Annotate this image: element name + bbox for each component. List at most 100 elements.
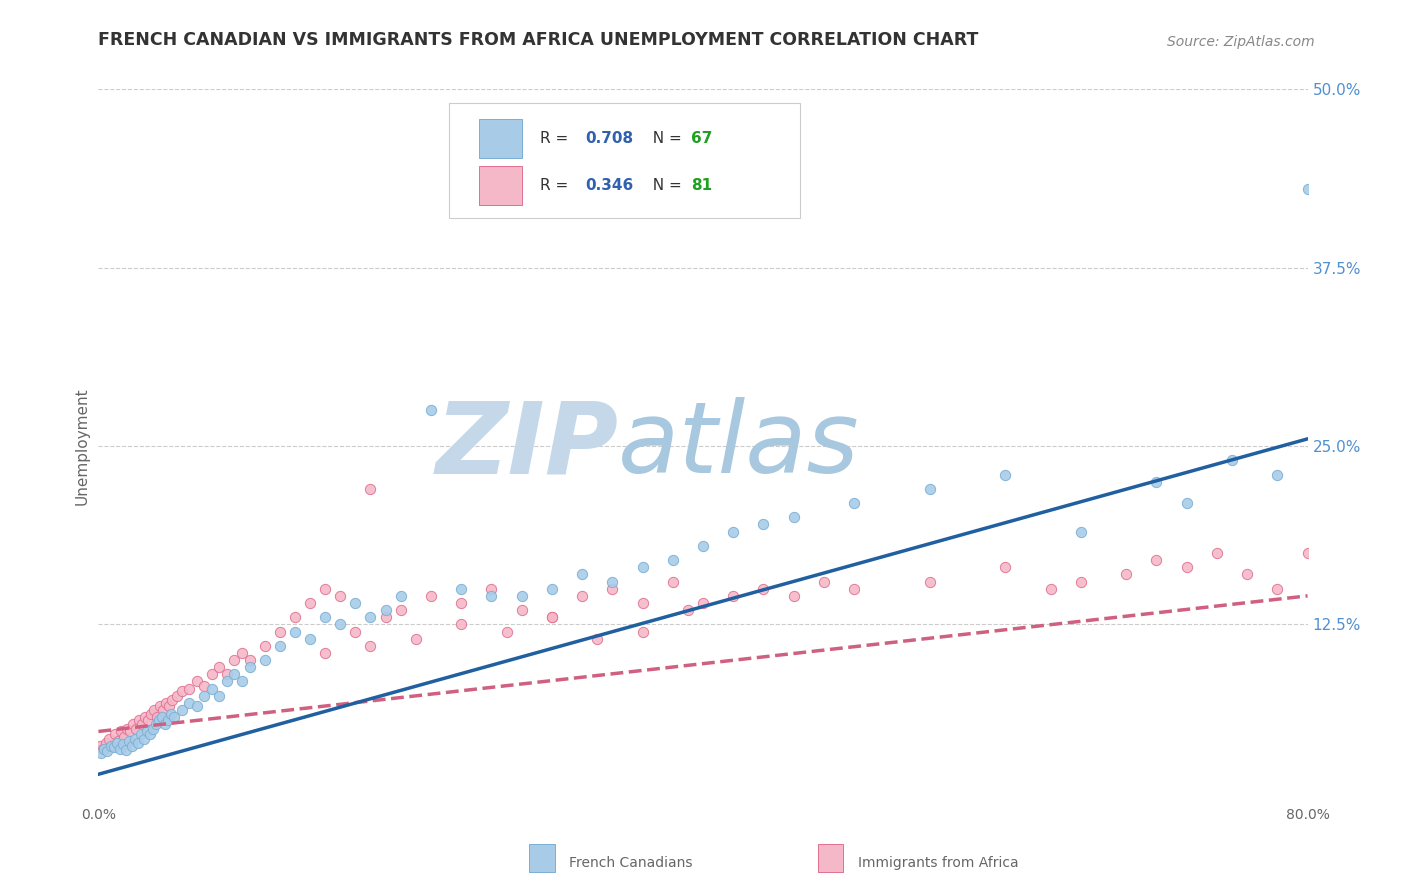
Point	[571, 567, 593, 582]
Point	[224, 653, 246, 667]
Point	[186, 674, 208, 689]
Point	[111, 737, 134, 751]
Point	[129, 727, 152, 741]
Point	[118, 734, 141, 748]
Point	[360, 639, 382, 653]
Text: N =: N =	[643, 178, 686, 193]
Point	[153, 717, 176, 731]
Point	[96, 744, 118, 758]
Point	[1175, 496, 1198, 510]
Point	[420, 403, 443, 417]
Point	[112, 730, 135, 744]
Point	[783, 589, 806, 603]
Point	[239, 660, 262, 674]
Point	[692, 539, 714, 553]
Point	[115, 722, 138, 736]
Point	[602, 574, 624, 589]
Point	[114, 743, 136, 757]
Point	[91, 741, 114, 756]
Point	[631, 560, 654, 574]
Point	[1267, 467, 1289, 482]
Point	[134, 710, 156, 724]
Point	[100, 739, 122, 753]
Point	[110, 724, 132, 739]
Point	[107, 734, 129, 748]
Point	[94, 736, 117, 750]
Point	[1070, 574, 1092, 589]
Point	[692, 596, 714, 610]
Text: Immigrants from Africa: Immigrants from Africa	[858, 856, 1018, 871]
Point	[128, 713, 150, 727]
Point	[481, 582, 503, 596]
Point	[136, 713, 159, 727]
Point	[131, 717, 153, 731]
Text: FRENCH CANADIAN VS IMMIGRANTS FROM AFRICA UNEMPLOYMENT CORRELATION CHART: FRENCH CANADIAN VS IMMIGRANTS FROM AFRIC…	[98, 31, 979, 49]
Point	[374, 610, 396, 624]
Point	[160, 707, 183, 722]
Point	[284, 610, 307, 624]
Point	[374, 603, 396, 617]
Point	[1175, 560, 1198, 574]
Point	[208, 660, 231, 674]
Point	[299, 596, 322, 610]
Point	[450, 617, 472, 632]
Point	[541, 610, 564, 624]
Point	[253, 653, 276, 667]
Point	[1236, 567, 1258, 582]
Point	[1146, 553, 1168, 567]
Point	[89, 739, 111, 753]
Point	[193, 679, 215, 693]
Point	[510, 603, 533, 617]
Point	[239, 653, 262, 667]
Point	[186, 698, 208, 713]
Point	[215, 667, 238, 681]
Point	[120, 724, 142, 739]
Point	[495, 624, 517, 639]
Point	[344, 596, 367, 610]
Point	[166, 689, 188, 703]
Point	[149, 698, 172, 713]
Point	[231, 674, 253, 689]
Point	[104, 727, 127, 741]
Point	[420, 589, 443, 603]
Y-axis label: Unemployment: Unemployment	[75, 387, 90, 505]
Point	[299, 632, 322, 646]
Point	[723, 524, 745, 539]
Text: R =: R =	[540, 131, 572, 146]
Point	[918, 574, 941, 589]
Point	[103, 740, 125, 755]
Point	[360, 482, 382, 496]
Point	[1220, 453, 1243, 467]
Point	[314, 610, 336, 624]
Point	[783, 510, 806, 524]
Point	[269, 639, 291, 653]
Point	[193, 689, 215, 703]
Point	[224, 667, 246, 681]
Point	[329, 589, 352, 603]
Point	[813, 574, 835, 589]
Point	[139, 727, 162, 741]
Point	[389, 589, 412, 603]
Point	[90, 746, 112, 760]
Point	[918, 482, 941, 496]
Text: 67: 67	[690, 131, 713, 146]
Point	[98, 731, 121, 746]
Point	[752, 517, 775, 532]
Point	[1206, 546, 1229, 560]
Point	[510, 589, 533, 603]
Point	[314, 582, 336, 596]
Point	[541, 610, 564, 624]
Point	[1115, 567, 1137, 582]
Point	[105, 736, 128, 750]
Point	[344, 624, 367, 639]
Text: 0.708: 0.708	[586, 131, 634, 146]
Point	[124, 731, 146, 746]
Point	[127, 736, 149, 750]
Point	[201, 667, 224, 681]
Point	[1296, 182, 1319, 196]
Point	[141, 707, 163, 722]
Point	[101, 739, 124, 753]
Point	[360, 610, 382, 624]
Point	[662, 574, 685, 589]
Point	[586, 632, 609, 646]
